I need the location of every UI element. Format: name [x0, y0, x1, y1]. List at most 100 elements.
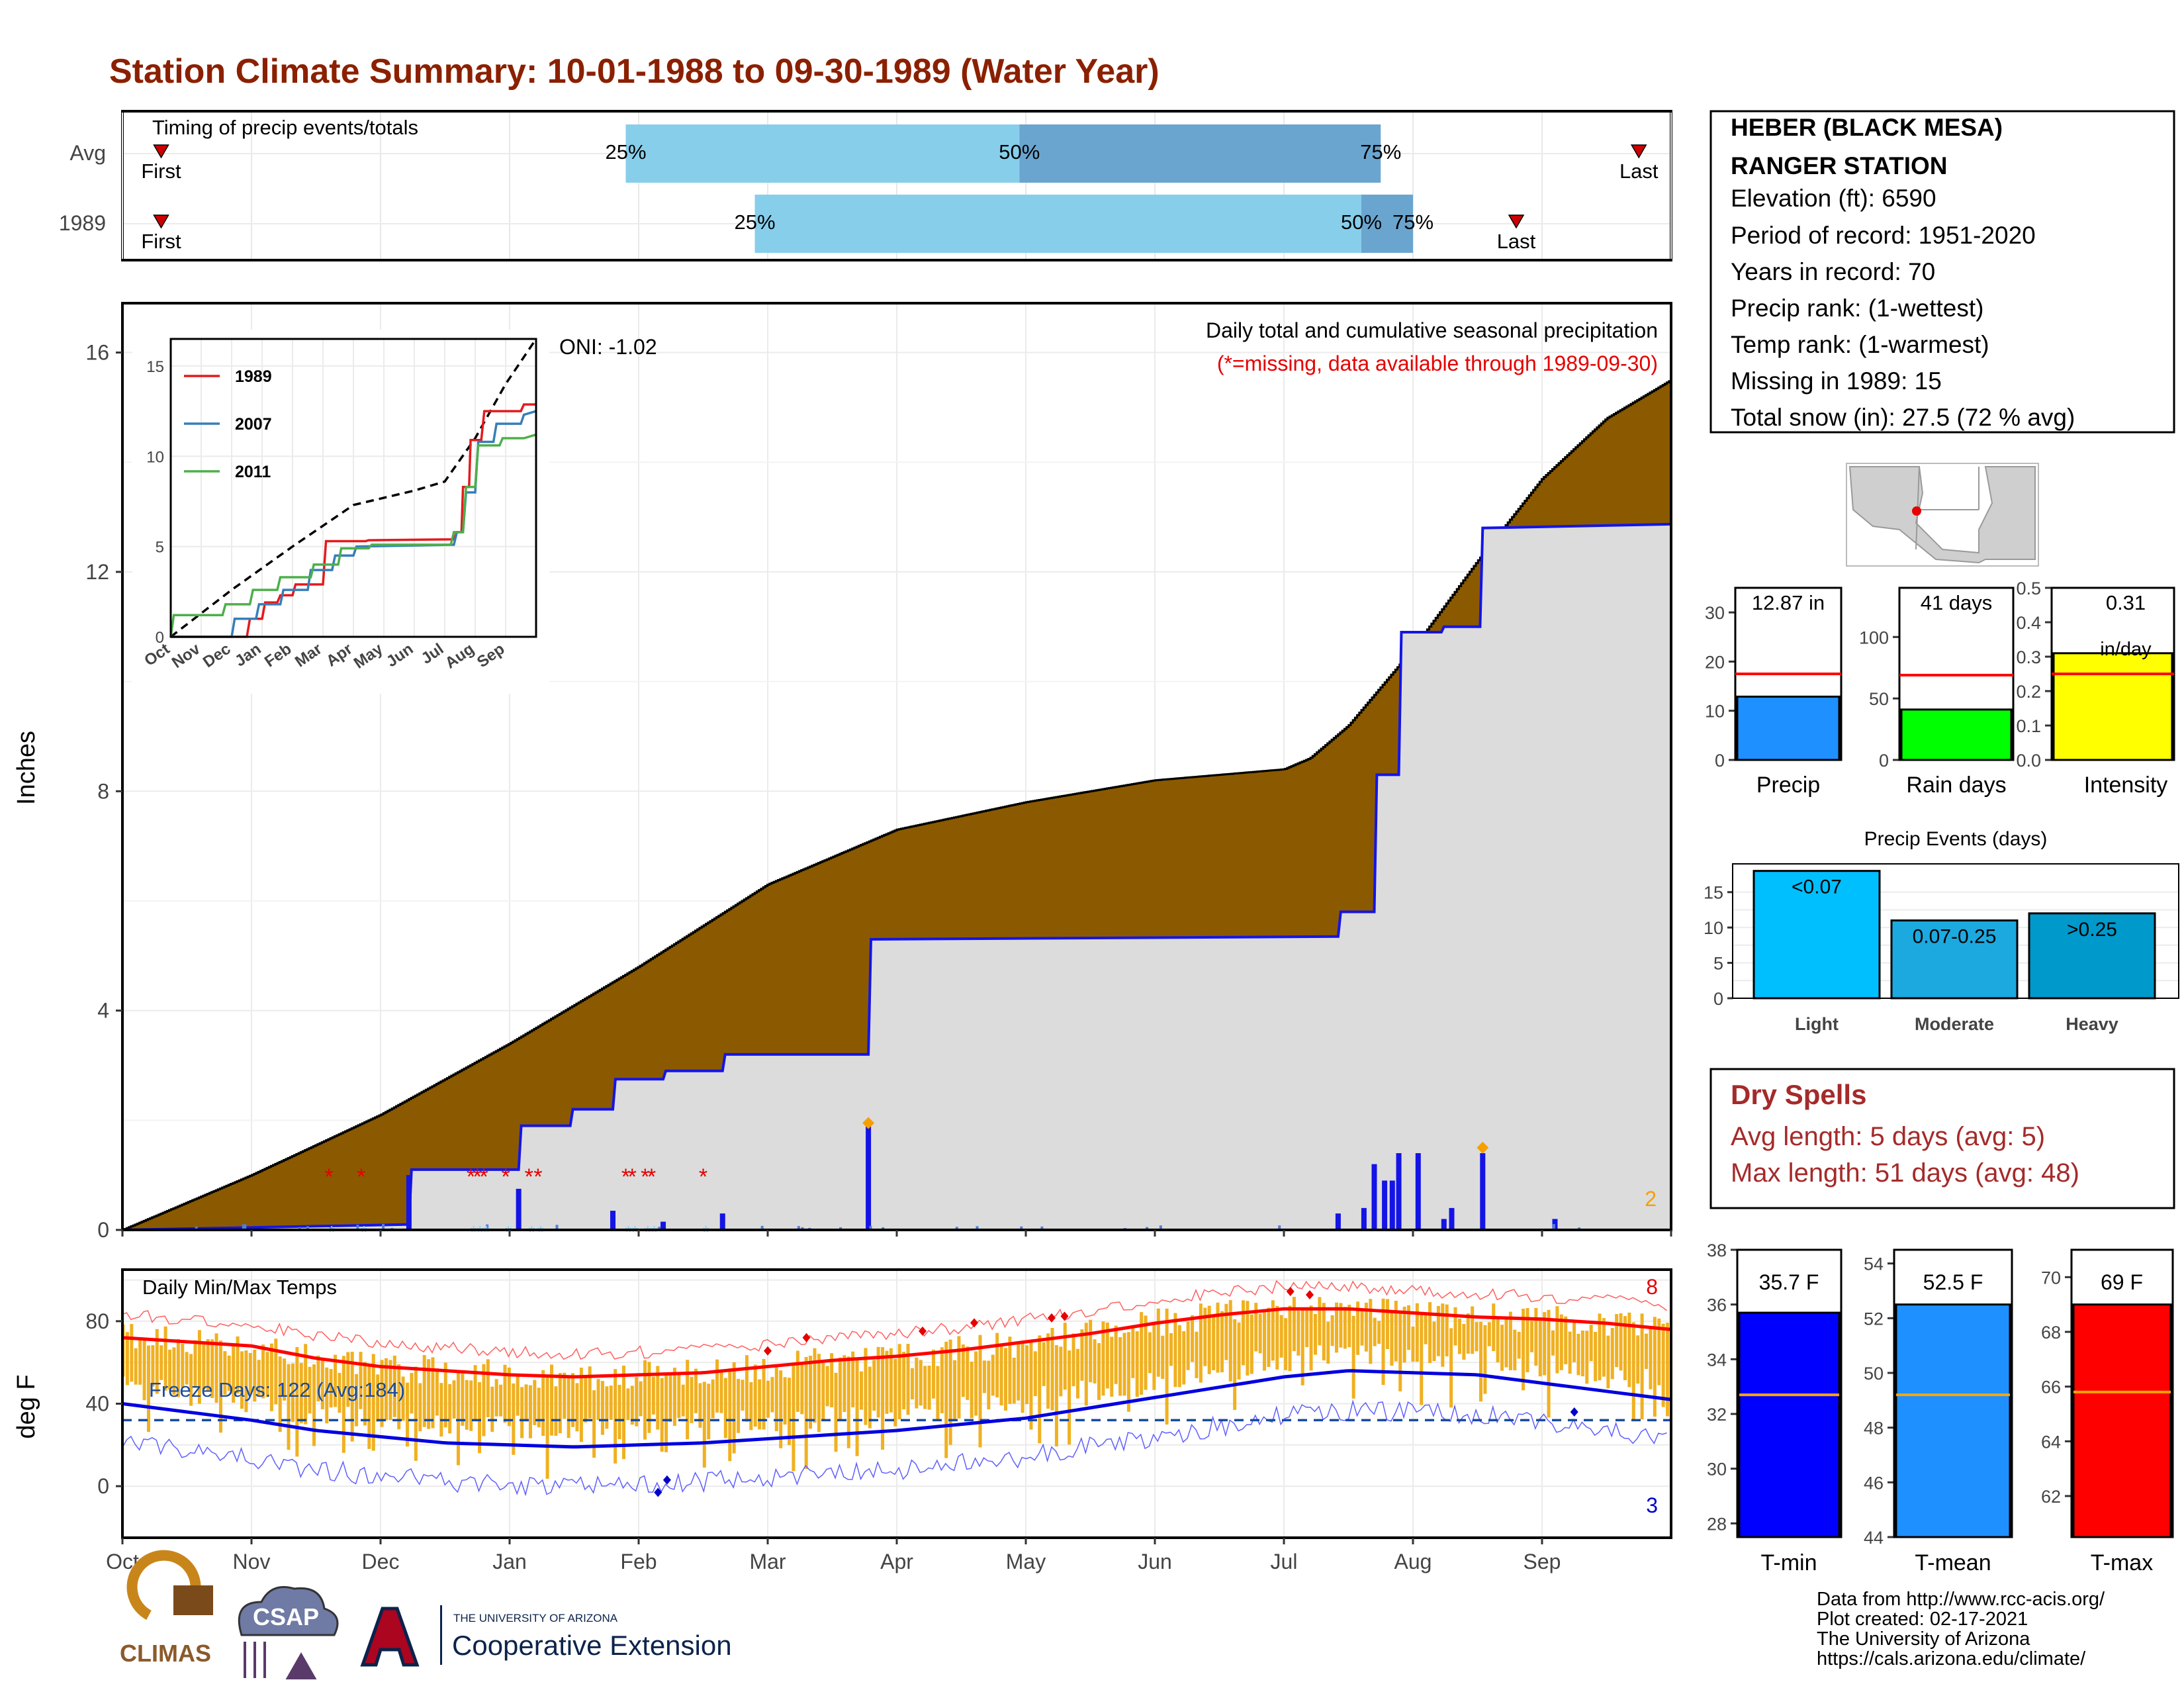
- record-high-marker: [1060, 1311, 1069, 1321]
- ua-big-text: Cooperative Extension: [452, 1630, 732, 1661]
- temp-bar-label: T-mean: [1915, 1550, 1991, 1575]
- temp-bar-y-tick-label: 48: [1864, 1419, 1884, 1438]
- daily-temp-range-bar: [1543, 1312, 1547, 1376]
- daily-temp-range-bar: [567, 1376, 570, 1438]
- daily-temp-range-bar: [478, 1382, 482, 1454]
- daily-temp-range-bar: [651, 1376, 655, 1415]
- station-snow: Total snow (in): 27.5 (72 % avg): [1731, 404, 2075, 431]
- daily-temp-range-bar: [860, 1371, 864, 1410]
- timing-label-last: Last: [1619, 160, 1659, 183]
- daily-temp-range-bar: [1649, 1328, 1653, 1389]
- inset-legend-label: 1989: [235, 367, 272, 386]
- daily-temp-range-bar: [197, 1330, 201, 1404]
- mini-bar-value-label: 41 days: [1921, 591, 1993, 614]
- mini-bar-precip: 0 10 20 30 12.87 in Precip: [1705, 586, 1843, 798]
- daily-temp-range-bar: [846, 1356, 850, 1448]
- daily-temp-range-bar: [1402, 1307, 1406, 1363]
- daily-temp-range-bar: [261, 1344, 265, 1399]
- daily-precip-bar: [406, 1175, 412, 1230]
- daily-temp-range-bar: [681, 1384, 685, 1417]
- inset-series-2007: [171, 410, 537, 638]
- daily-temp-range-bar: [1606, 1335, 1610, 1389]
- month-tick-label: Sep: [1524, 1550, 1561, 1573]
- daily-temp-range-bar: [1538, 1317, 1542, 1377]
- daily-temp-range-bar: [473, 1365, 477, 1421]
- daily-temp-range-bar: [1619, 1313, 1623, 1371]
- daily-temp-range-bar: [906, 1344, 910, 1415]
- daily-temp-range-bar: [897, 1344, 901, 1420]
- temp-summary-bars: 28 30 32 34 36 38 35.7 F T-min 44 46 48 50 52 54 52.5 …: [1707, 1241, 2174, 1575]
- daily-temp-range-bar: [1666, 1323, 1670, 1417]
- daily-temp-range-bar: [630, 1385, 634, 1425]
- daily-temp-range-bar: [842, 1355, 846, 1413]
- daily-temp-range-bar: [817, 1354, 821, 1432]
- temp-bar-y-tick-label: 54: [1864, 1254, 1884, 1274]
- daily-temp-range-bar: [1165, 1308, 1169, 1425]
- dry-spells-max: Max length: 51 days (avg: 48): [1731, 1158, 2079, 1188]
- daily-temp-range-bar: [443, 1362, 447, 1428]
- csap-cloud: [238, 1586, 339, 1636]
- daily-temp-range-bar: [1420, 1312, 1424, 1405]
- snow-day-mark: *: [505, 1222, 512, 1242]
- daily-temp-range-bar: [1195, 1331, 1199, 1378]
- temp-bar-y-tick-label: 62: [2041, 1487, 2061, 1507]
- daily-temp-range-bar: [813, 1348, 817, 1423]
- daily-temp-range-bar: [355, 1374, 359, 1427]
- daily-temp-range-bar: [723, 1378, 727, 1438]
- daily-temp-range-bar: [1645, 1333, 1649, 1370]
- daily-temp-range-bar: [660, 1378, 664, 1452]
- daily-temp-range-bar: [1186, 1321, 1190, 1370]
- footer-line-4: https://cals.arizona.edu/climate/: [1817, 1648, 2086, 1669]
- mini-bar-value: [2052, 652, 2173, 761]
- snow-day-mark: *: [625, 1222, 631, 1242]
- daily-temp-range-bar: [1042, 1342, 1046, 1386]
- csap-logo-text: CSAP: [253, 1603, 319, 1630]
- daily-trace-bar: [555, 1225, 559, 1230]
- daily-temp-range-bar: [1033, 1351, 1037, 1397]
- daily-temp-range-bar: [957, 1336, 961, 1419]
- daily-temp-range-bar: [948, 1339, 952, 1445]
- daily-temp-range-bar: [1105, 1322, 1109, 1389]
- daily-temp-range-bar: [1504, 1316, 1508, 1368]
- mini-bar-value-label: 12.87 in: [1752, 591, 1825, 614]
- record-day-diamond: [862, 1117, 875, 1129]
- daily-temp-range-bar: [202, 1342, 206, 1390]
- temp-bar-value-label: 52.5 F: [1923, 1270, 1983, 1294]
- daily-temp-range-bar: [465, 1380, 469, 1430]
- daily-trace-bar: [955, 1227, 958, 1230]
- daily-temp-range-bar: [499, 1384, 503, 1417]
- daily-temp-range-bar: [401, 1376, 405, 1421]
- mini-bar-value-unit: in/day: [2100, 639, 2152, 660]
- daily-temp-range-bar: [1003, 1348, 1007, 1411]
- mini-y-tick-label: 0.1: [2016, 716, 2041, 736]
- daily-temp-range-bar: [507, 1368, 511, 1427]
- daily-temp-range-bar: [991, 1354, 995, 1396]
- normal-min-line: [122, 1369, 1672, 1449]
- daily-temp-range-bar: [1449, 1328, 1453, 1408]
- daily-precip-bar: [1371, 1164, 1377, 1230]
- daily-trace-bar: [839, 1227, 842, 1230]
- daily-temp-range-bar: [232, 1344, 236, 1403]
- daily-temp-range-bar: [774, 1367, 778, 1432]
- daily-temp-range-bar: [1572, 1321, 1576, 1362]
- daily-temp-range-bar: [728, 1368, 732, 1462]
- timing-title: Timing of precip events/totals: [152, 116, 418, 139]
- events-bar-moderate: [1890, 919, 2019, 1000]
- daily-temp-range-bar: [1610, 1328, 1614, 1380]
- temp-bar-y-tick-label: 64: [2041, 1432, 2061, 1452]
- daily-temp-range-bar: [1432, 1321, 1436, 1362]
- temp-bar-y-tick-label: 70: [2041, 1268, 2061, 1288]
- daily-temp-range-bar: [1263, 1309, 1267, 1371]
- mini-bar-rain-days: 0 50 100 41 days Rain days: [1859, 586, 2015, 798]
- daily-temp-range-bar: [881, 1347, 885, 1450]
- daily-temp-range-bar: [1415, 1303, 1419, 1362]
- daily-temp-range-bar: [533, 1380, 537, 1425]
- daily-temp-range-bar: [1475, 1322, 1479, 1352]
- daily-temp-range-bar: [142, 1339, 146, 1401]
- daily-temp-range-bar: [138, 1337, 142, 1385]
- daily-temp-range-bar: [1525, 1308, 1529, 1372]
- daily-temp-range-bar: [1657, 1318, 1661, 1385]
- daily-temp-range-bar: [1080, 1329, 1084, 1381]
- inset-legend-label: 2007: [235, 415, 272, 434]
- ua-logo: THE UNIVERSITY OF ARIZONA Cooperative Ex…: [360, 1605, 732, 1667]
